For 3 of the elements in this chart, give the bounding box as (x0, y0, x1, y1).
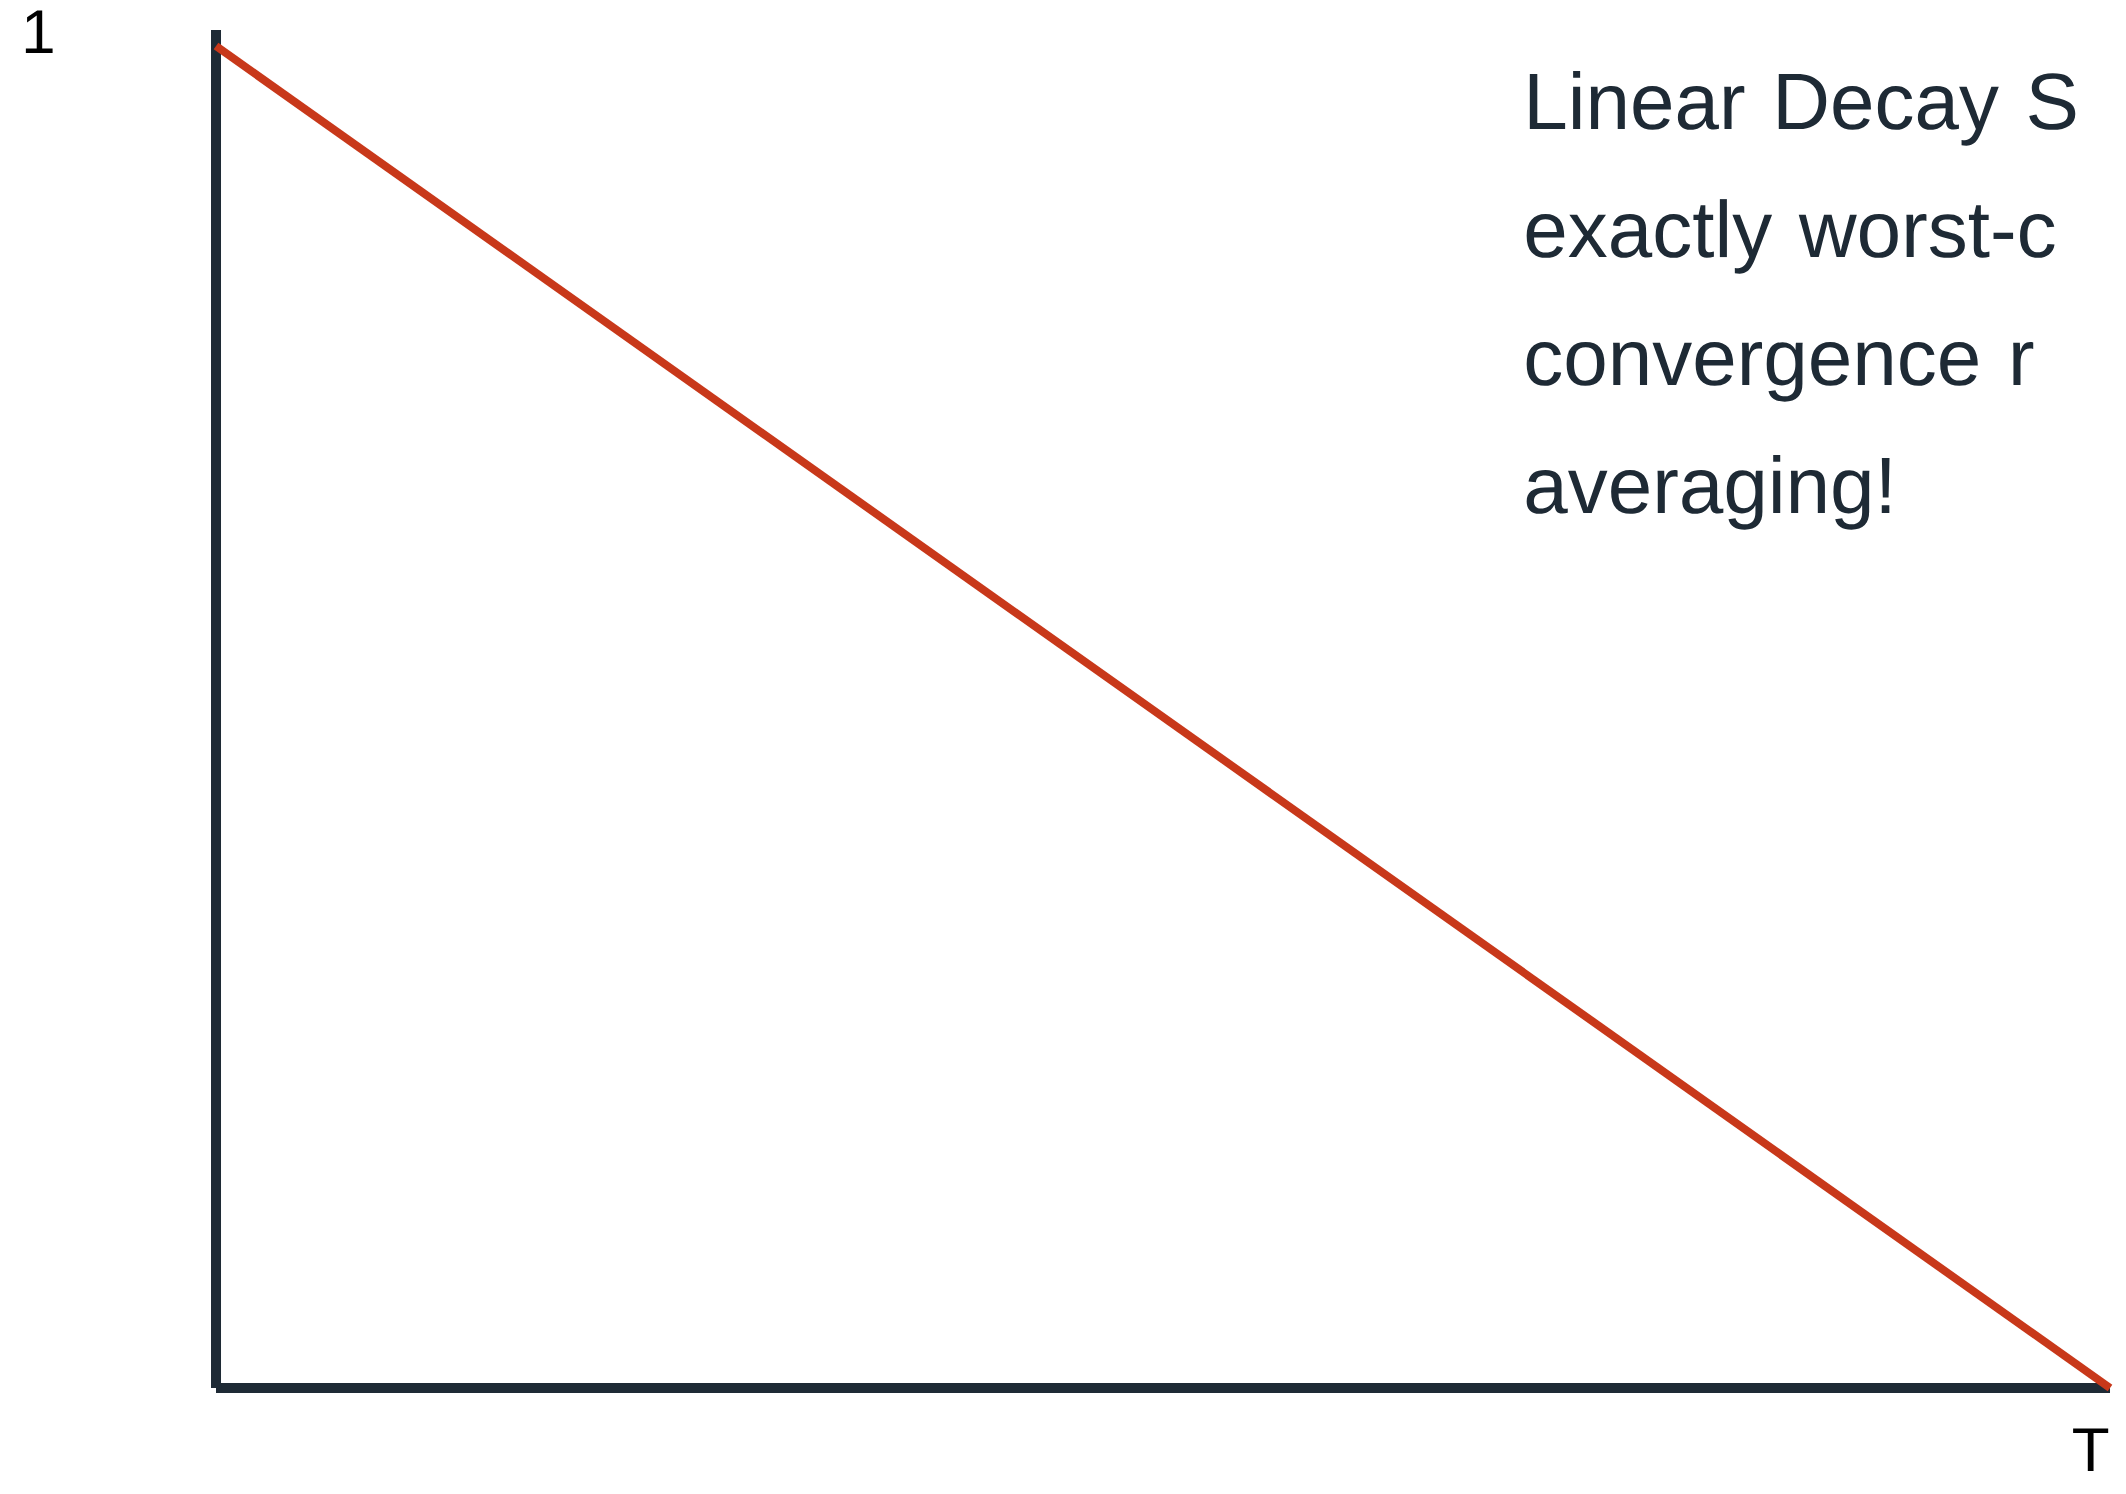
x-axis-title: T (2073, 1428, 2109, 1472)
annotation: Linear Decay S exactly worst-c convergence r averaging! (1526, 71, 2076, 530)
y-axis-title: 1 (25, 10, 53, 54)
